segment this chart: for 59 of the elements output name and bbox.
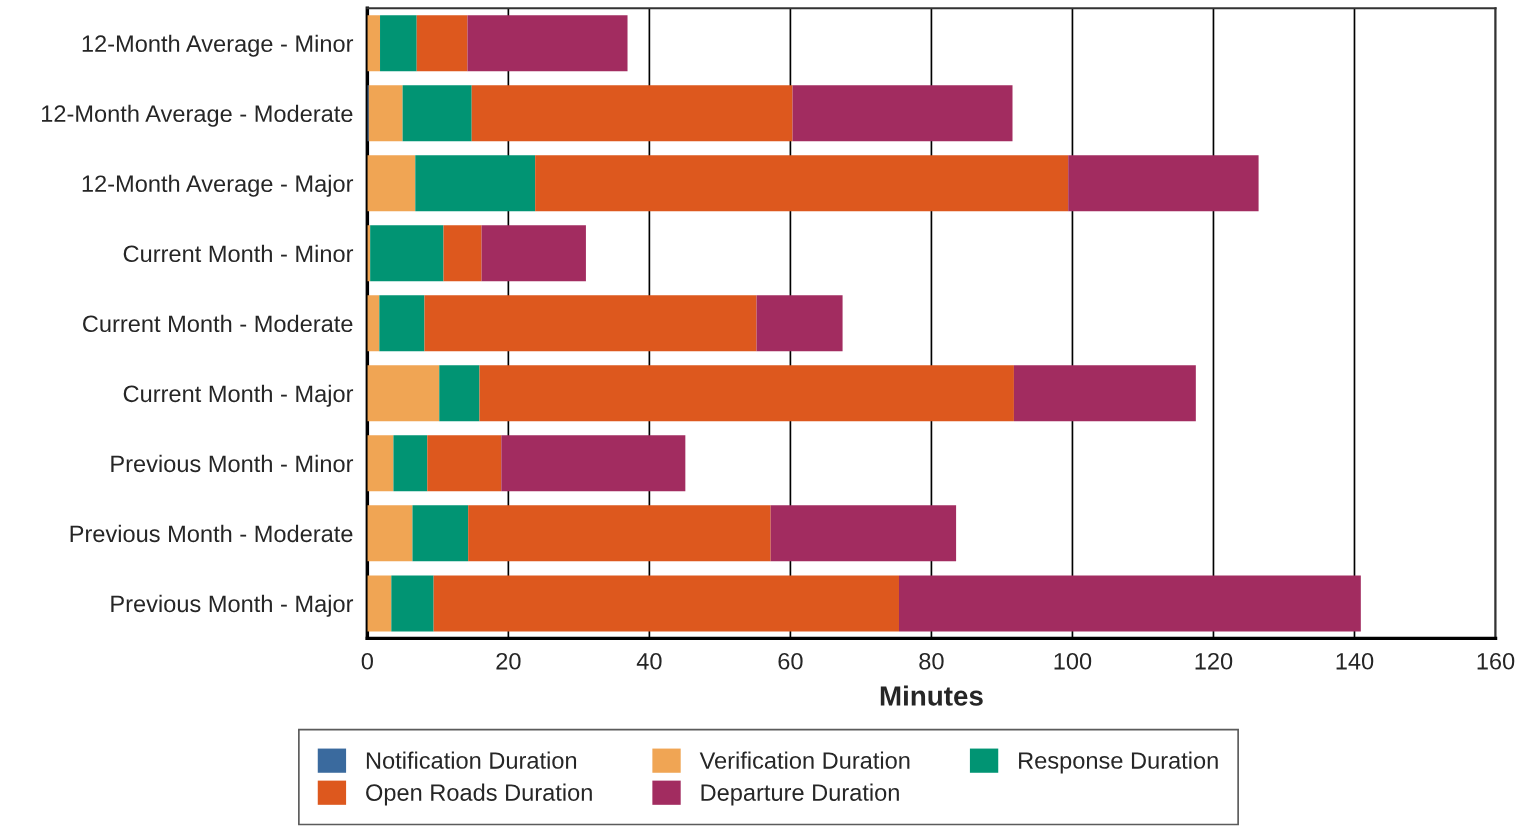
- x-tick-label: 20: [496, 652, 521, 670]
- y-tick-label: 12-Month Average - Minor: [82, 34, 354, 57]
- bar: [412, 505, 469, 562]
- bar: [391, 575, 434, 632]
- bar: [471, 85, 793, 142]
- legend-label: Verification Duration: [699, 751, 910, 769]
- bar: [380, 15, 417, 72]
- legend-label: Departure Duration: [701, 783, 899, 806]
- x-axis-title: Minutes: [880, 685, 983, 706]
- bar: [367, 365, 440, 422]
- bar: [367, 505, 413, 562]
- bar: [1068, 155, 1259, 212]
- bar: [501, 435, 686, 492]
- y-tick-label: Current Month - Minor: [123, 244, 354, 263]
- bar: [770, 505, 957, 562]
- bar: [439, 365, 480, 422]
- x-tick-label: 160: [1477, 652, 1515, 670]
- bar: [402, 85, 472, 142]
- y-tick-label: Current Month - Moderate: [83, 314, 353, 333]
- bar: [367, 435, 394, 492]
- bar: [379, 295, 425, 352]
- y-tick-label: Previous Month - Major: [111, 594, 354, 617]
- x-tick-label: 100: [1054, 652, 1092, 670]
- x-tick-label: 80: [919, 652, 944, 670]
- bar: [424, 295, 757, 352]
- bar: [1013, 365, 1196, 422]
- bar: [467, 15, 628, 72]
- bar: [367, 15, 381, 72]
- bar: [415, 155, 536, 212]
- bar: [367, 155, 416, 212]
- bar: [756, 295, 843, 352]
- bar: [370, 225, 444, 282]
- x-tick-label: 140: [1336, 652, 1374, 670]
- y-tick-label: Previous Month - Minor: [111, 454, 354, 473]
- bar: [792, 85, 1013, 142]
- bar: [443, 225, 482, 282]
- legend-label: Notification Duration: [366, 751, 577, 769]
- x-tick-label: 120: [1195, 652, 1233, 670]
- bar: [367, 295, 380, 352]
- y-tick-label: Previous Month - Moderate: [70, 524, 353, 543]
- legend-label: Open Roads Duration: [366, 783, 592, 806]
- bar: [367, 575, 392, 632]
- x-tick-label: 60: [778, 652, 803, 670]
- bar: [427, 435, 502, 492]
- x-tick-label: 0: [361, 652, 373, 670]
- legend-label: Response Duration: [1019, 751, 1218, 774]
- bar: [481, 225, 586, 282]
- y-tick-label: Current Month - Major: [123, 384, 354, 407]
- x-tick-label: 40: [636, 652, 662, 670]
- bar: [416, 15, 468, 72]
- bar: [535, 155, 1069, 212]
- bar: [393, 435, 428, 492]
- bar: [898, 575, 1361, 632]
- bar: [368, 85, 403, 142]
- bar: [468, 505, 771, 562]
- bar: [479, 365, 1014, 422]
- y-tick-label: 12-Month Average - Major: [82, 174, 354, 197]
- bar: [433, 575, 899, 632]
- y-tick-label: 12-Month Average - Moderate: [42, 104, 353, 127]
